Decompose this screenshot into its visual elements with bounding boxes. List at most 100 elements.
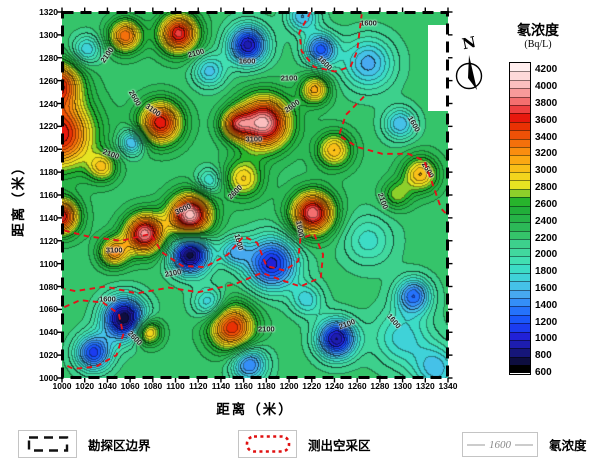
colorbar-tick-label: 2600	[535, 198, 558, 210]
colorbar-segment	[510, 297, 530, 307]
y-tick-label: 1280	[39, 52, 58, 63]
colorbar-segment	[510, 314, 530, 324]
colorbar-tick-label: 4200	[535, 64, 558, 76]
colorbar-segment	[510, 264, 530, 273]
x-tick-label: 1100	[166, 381, 185, 391]
goaf-boundaries-layer	[63, 12, 448, 370]
x-tick-label: 1320	[415, 381, 435, 391]
y-tick-label: 1200	[39, 144, 58, 155]
x-tick-label: 1300	[393, 381, 413, 391]
colorbar-segment	[510, 113, 530, 122]
colorbar-tick-label: 3800	[535, 98, 558, 110]
contour-plot: N 2100 2100 1600 1600 2100 3100 2600 3100 2600 21…	[62, 12, 509, 378]
x-tick-label: 1220	[302, 381, 322, 391]
x-tick-label: 1080	[143, 381, 163, 391]
colorbar-tick-label: 800	[535, 350, 552, 362]
legend-label: 氡浓度	[549, 439, 587, 453]
y-tick-label: 1240	[39, 98, 58, 109]
colorbar: 氡浓度 (Bq/L) 4200 4000 3800 3600 3400 3200 3000 2…	[506, 20, 600, 400]
x-tick-label: 1060	[120, 381, 140, 391]
x-tick-label: 1240	[325, 381, 344, 391]
colorbar-tick-label: 2200	[535, 232, 558, 244]
colorbar-segment	[510, 281, 530, 290]
colorbar-tick-label: 1400	[535, 299, 558, 311]
legend-item-radon-contour: 1600 氡浓度	[462, 432, 587, 457]
x-tick-label: 1120	[189, 381, 208, 391]
colorbar-segment	[510, 272, 530, 282]
colorbar-bar	[509, 62, 531, 375]
x-tick-label: 1200	[279, 381, 299, 391]
compass-icon: N	[455, 33, 482, 90]
y-tick-label: 1220	[39, 121, 58, 132]
contour-line-icon: 1600	[462, 432, 538, 457]
colorbar-tick-label: 1600	[535, 282, 558, 294]
colorbar-tick-label: 1200	[535, 316, 558, 328]
colorbar-segment	[510, 255, 530, 265]
colorbar-segment	[510, 104, 530, 114]
colorbar-segment	[510, 222, 530, 231]
colorbar-segment	[510, 155, 530, 164]
colorbar-segment	[510, 289, 530, 298]
compass-needle-icon	[467, 55, 477, 90]
y-tick-label: 1100	[39, 258, 58, 269]
colorbar-segment	[510, 71, 530, 80]
colorbar-segment	[510, 130, 530, 139]
x-tick-label: 1000	[52, 381, 72, 391]
colorbar-segment	[510, 247, 530, 256]
goaf-boundary-path	[64, 229, 325, 295]
y-tick-label: 1140	[39, 212, 58, 223]
colorbar-segment	[510, 188, 530, 198]
colorbar-segment	[510, 121, 530, 131]
north-label: N	[460, 33, 477, 54]
legend-label: 勘探区边界	[88, 438, 151, 453]
goaf-boundary-path	[338, 95, 448, 217]
x-tick-label: 1160	[234, 381, 253, 391]
colorbar-tick-label: 3200	[535, 148, 558, 160]
x-tick-label: 1020	[75, 381, 95, 391]
x-tick-label: 1040	[97, 381, 117, 391]
x-tick-label: 1340	[438, 381, 458, 391]
colorbar-segment	[510, 348, 530, 357]
goaf-boundary-path	[298, 12, 363, 73]
colorbar-segment	[510, 79, 530, 89]
colorbar-segment	[510, 180, 530, 189]
y-tick-label: 1160	[39, 190, 58, 200]
colorbar-segment	[510, 339, 530, 349]
y-tick-label: 1060	[39, 304, 58, 315]
colorbar-segment	[510, 172, 530, 181]
colorbar-segment	[510, 197, 530, 206]
legend-label: 测出空采区	[308, 438, 371, 453]
y-tick-label: 1120	[39, 235, 58, 246]
colorbar-tick-label: 1000	[535, 333, 558, 345]
exploration-boundary-icon	[18, 430, 77, 458]
colorbar-segment	[510, 138, 530, 147]
y-tick-label: 1180	[39, 167, 58, 178]
colorbar-tick-label: 3000	[535, 165, 558, 177]
north-inset-box: N	[428, 25, 509, 111]
goaf-area-icon	[238, 430, 297, 458]
colorbar-tick-label: 600	[535, 367, 552, 378]
colorbar-tick-label: 3400	[535, 131, 558, 143]
colorbar-segment	[510, 239, 530, 248]
y-tick-label: 1040	[39, 327, 58, 338]
contour-sample-value: 1600	[489, 439, 512, 451]
colorbar-tick-label: 2400	[535, 215, 558, 227]
colorbar-tick-label: 3600	[535, 114, 558, 126]
colorbar-segment	[510, 205, 530, 215]
colorbar-unit: (Bq/L)	[524, 39, 552, 50]
colorbar-tick-label: 1800	[535, 266, 558, 278]
y-tick-label: 1300	[39, 29, 58, 40]
colorbar-segment	[510, 356, 530, 366]
colorbar-tick-label: 4000	[535, 81, 558, 93]
y-tick-label: 1000	[39, 373, 58, 383]
y-tick-label: 1020	[39, 350, 58, 361]
colorbar-segment	[510, 63, 530, 72]
colorbar-segment	[510, 331, 530, 340]
colorbar-segment	[510, 146, 530, 156]
x-axis-title: 距离（米）	[216, 402, 294, 417]
y-tick-label: 1260	[39, 75, 58, 86]
colorbar-segment	[510, 323, 530, 332]
legend-item-goaf-area: 测出空采区	[238, 430, 371, 458]
x-tick-label: 1260	[347, 381, 367, 391]
